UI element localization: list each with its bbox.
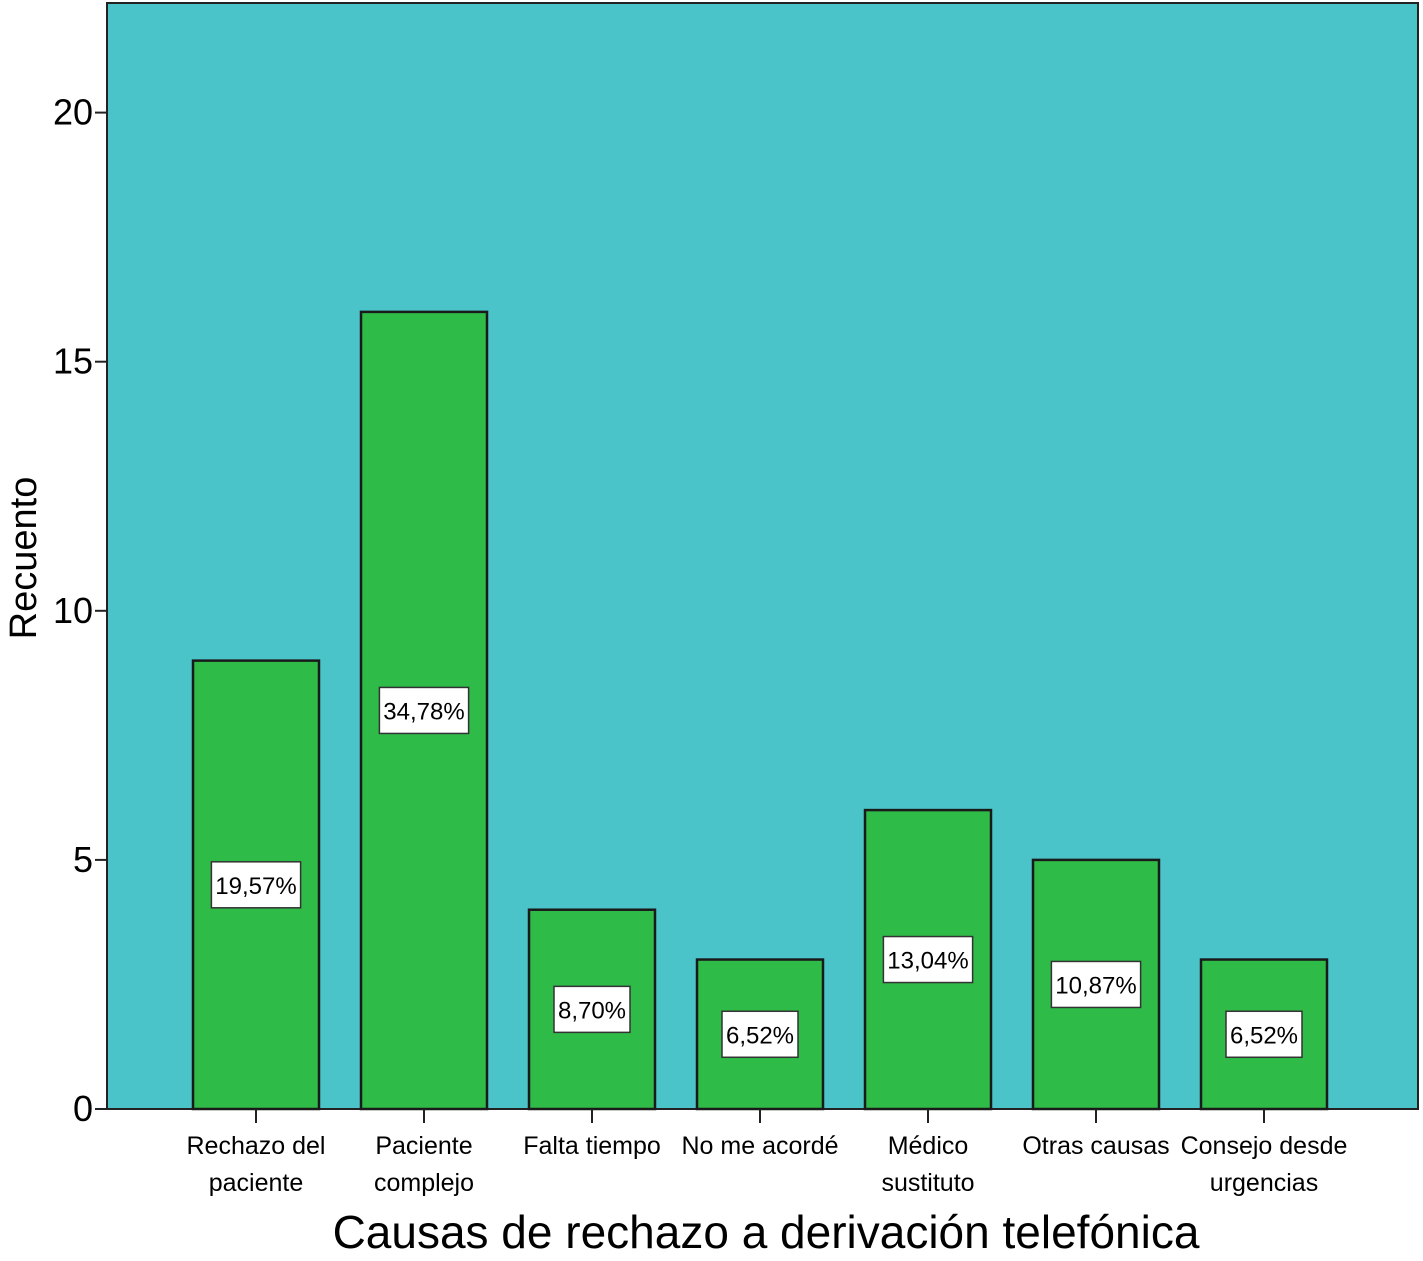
- y-tick-label: 0: [73, 1088, 93, 1129]
- y-tick-label: 10: [53, 590, 93, 631]
- data-label-box: [882, 935, 974, 984]
- y-tick-label: 5: [73, 839, 93, 880]
- x-axis: Rechazo del paciente Paciente complejo Falta…: [187, 1109, 1348, 1197]
- x-tick-label: Consejo desde urgencias: [1181, 1132, 1348, 1197]
- data-label: 13,04%: [887, 948, 968, 975]
- data-label: 19,57%: [215, 873, 296, 900]
- x-tick-label: Falta tiempo: [523, 1132, 661, 1160]
- data-label-box: [378, 686, 470, 735]
- data-label: 10,87%: [1055, 972, 1136, 999]
- data-label: 6,52%: [726, 1022, 794, 1049]
- x-tick-label: No me acordé: [681, 1132, 838, 1160]
- data-label: 8,70%: [558, 997, 626, 1024]
- y-tick-label: 20: [53, 92, 93, 133]
- data-label-box: [210, 861, 302, 909]
- data-label-box: [1050, 960, 1142, 1009]
- x-axis-title: Causas de rechazo a derivación telefónic…: [333, 1206, 1200, 1258]
- x-tick-label: Paciente complejo: [374, 1132, 474, 1197]
- plot-area: [106, 2, 1419, 1110]
- data-label-box: [721, 1010, 799, 1059]
- data-label-box: [1225, 1010, 1303, 1059]
- data-label: 34,78%: [383, 698, 464, 725]
- x-tick-label: Rechazo del paciente: [187, 1132, 326, 1197]
- bars-group: 19,57% 34,78% 8,70% 6,52% 13,04% 10,87% 6,52%: [191, 310, 1329, 1111]
- x-tick-label: Otras causas: [1022, 1132, 1169, 1160]
- x-tick-label: Médico sustituto: [881, 1132, 974, 1197]
- y-axis-title: Recuento: [3, 477, 45, 640]
- data-label-box: [553, 985, 631, 1034]
- y-axis: 0 5 10 15 20: [53, 92, 107, 1129]
- y-tick-label: 15: [53, 341, 93, 382]
- data-label: 6,52%: [1230, 1022, 1298, 1049]
